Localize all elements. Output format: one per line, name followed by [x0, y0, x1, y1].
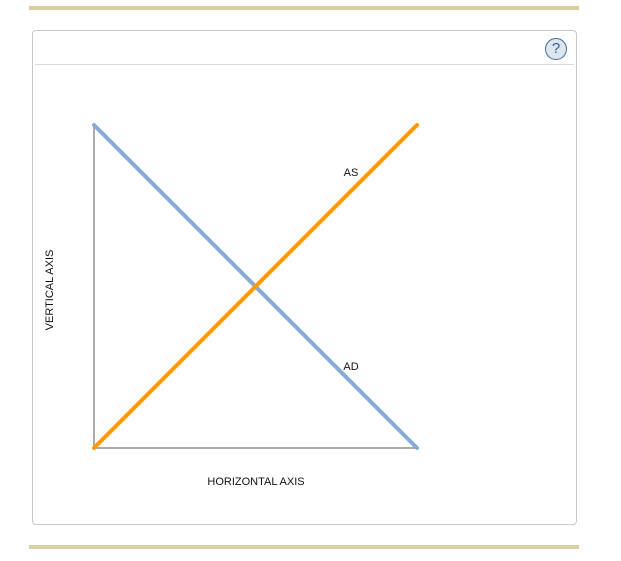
- bottom-divider: [29, 545, 579, 549]
- panel-header: ?: [35, 31, 574, 65]
- as-curve-label: AS: [344, 167, 359, 179]
- y-axis-label: VERTICAL AXIS: [44, 250, 56, 331]
- x-axis-label: HORIZONTAL AXIS: [207, 476, 304, 488]
- top-divider: [29, 6, 579, 10]
- help-icon[interactable]: ?: [545, 38, 567, 60]
- graph-panel: ?: [32, 30, 577, 525]
- as-curve[interactable]: [92, 123, 419, 450]
- ad-curve-label: AD: [343, 361, 358, 373]
